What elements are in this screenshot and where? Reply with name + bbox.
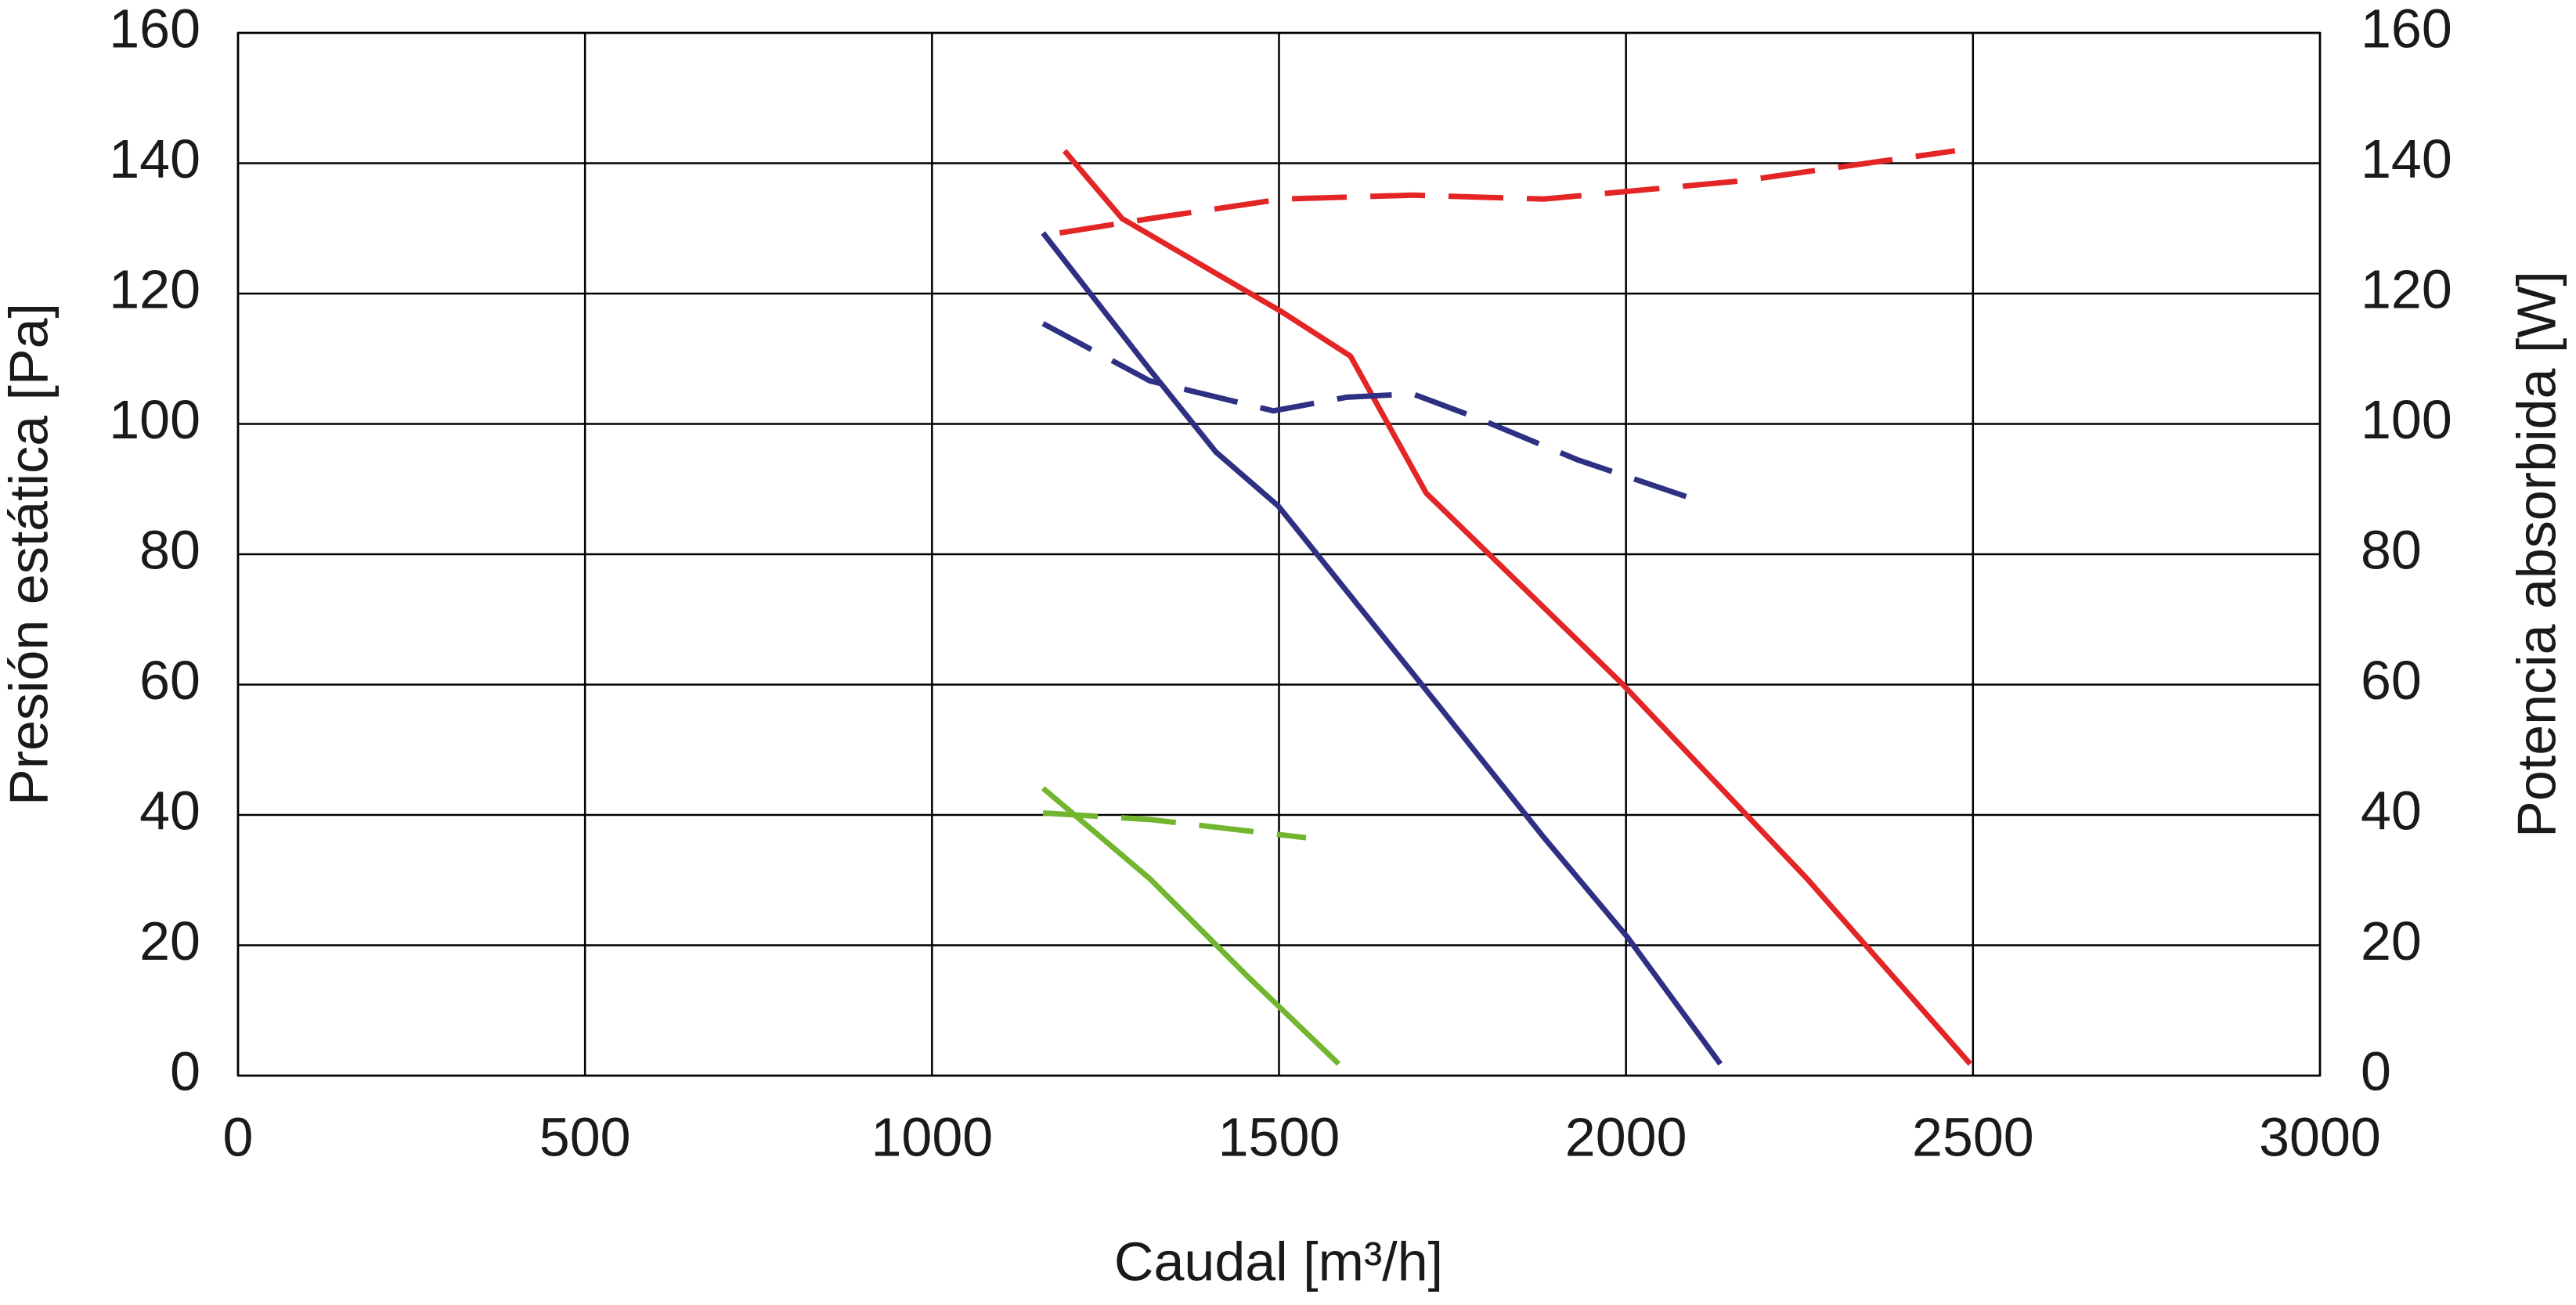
y-tick-label: 160 [109,0,200,59]
y-tick-label: 0 [170,1040,200,1101]
dashed-line [1041,321,1690,500]
y-tick-label: 140 [109,128,200,189]
y2-tick-label: 100 [2361,389,2452,450]
x-tick-label: 2500 [1912,1106,2034,1167]
y2-axis-title: Potencia absorbida [W] [2506,271,2567,838]
y2-tick-label: 60 [2361,650,2422,711]
y-tick-label: 20 [139,910,200,972]
line [1041,786,1341,1066]
dashed-line [1059,148,1956,236]
x-tick-label: 1500 [1218,1106,1340,1167]
y-tick-label: 120 [109,258,200,319]
y-tick-label: 100 [109,389,200,450]
y2-tick-label: 0 [2361,1040,2391,1101]
y2-tick-label: 160 [2361,0,2452,59]
line [1041,231,1723,1066]
x-tick-label: 3000 [2259,1106,2381,1167]
x-tick-label: 1000 [871,1106,993,1167]
y-tick-label: 60 [139,650,200,711]
x-tick-label: 2000 [1565,1106,1687,1167]
y-tick-label: 40 [139,780,200,841]
y2-tick-label: 120 [2361,258,2452,319]
y2-tick-label: 80 [2361,519,2422,580]
y2-tick-label: 40 [2361,780,2422,841]
y-tick-label: 80 [139,519,200,580]
y2-tick-label: 140 [2361,128,2452,189]
dashed-line [1042,810,1307,841]
x-tick-label: 500 [539,1106,631,1167]
y2-tick-label: 20 [2361,910,2422,972]
line [1062,149,1972,1066]
y-axis-title: Presión estática [Pa] [0,303,59,806]
x-axis-title: Caudal [m³/h] [1114,1231,1443,1292]
x-tick-label: 0 [223,1106,254,1167]
